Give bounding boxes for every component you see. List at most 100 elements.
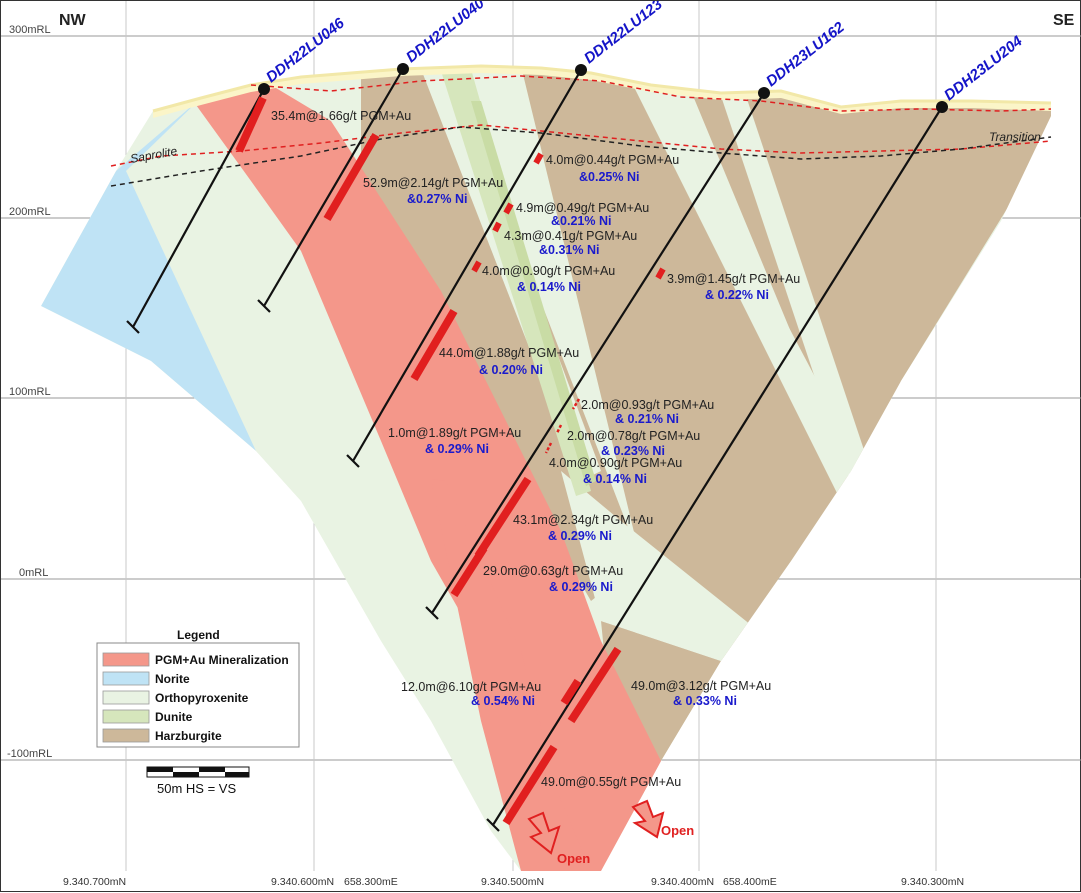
elev-label-0: 0mRL [19,567,48,579]
intercept-bars [235,96,622,826]
se-label: SE [1053,12,1075,29]
intercept-main: 4.9m@0.49g/t PGM+Au [516,201,649,215]
collar-162 [758,87,770,99]
coord-label: 658.300mE [344,876,398,888]
coord-label: 658.400mE [723,876,777,888]
collar-204 [936,101,948,113]
open-arrow-right [631,799,665,839]
intercept-main: 49.0m@0.55g/t PGM+Au [541,775,681,789]
intercept-bar-040 [323,132,380,222]
legend-swatch-orthopyroxenite [102,690,150,705]
intercept-ni: &0.27% Ni [407,192,467,206]
intercept-bar-204a [567,646,622,724]
hole-name-204: DDH23LU204 [941,32,1026,104]
drillhole-trace-204 [492,106,943,826]
intercept-ni: & 0.21% Ni [615,412,679,426]
coordinate-labels: 9.340.700mN 9.340.600mN 658.300mE 9.340.… [63,876,964,888]
intercept-labels: 35.4m@1.66g/t PGM+Au 52.9m@2.14g/t PGM+A… [271,109,800,789]
coord-label: 9.340.400mN [651,876,714,888]
intercept-ni: & 0.29% Ni [548,529,612,543]
harzburgite-band-2 [521,66,861,661]
legend-swatch-dunite [102,709,150,724]
intercept-ni: &0.25% Ni [579,170,639,184]
intercept-main: 43.1m@2.34g/t PGM+Au [513,513,653,527]
pgm-mineralization-zone [191,85,671,871]
intercept-ni: & 0.23% Ni [601,444,665,458]
intercept-main: 44.0m@1.88g/t PGM+Au [439,346,579,360]
intercept-ni: & 0.14% Ni [517,280,581,294]
intercept-bar-123 [410,308,458,382]
intercept-main: 4.0m@0.44g/t PGM+Au [546,153,679,167]
intercept-ni: & 0.20% Ni [479,363,543,377]
legend-label: Harzburgite [155,729,222,743]
intercept-bar-046 [235,96,267,153]
legend-label: Dunite [155,710,193,724]
intercept-bar-204b [502,744,558,826]
legend-label: Norite [155,672,190,686]
elev-label-m100: -100mRL [7,748,52,760]
intercept-main: 35.4m@1.66g/t PGM+Au [271,109,411,123]
elevation-labels: 300mRL 200mRL 100mRL 0mRL -100mRL [7,24,52,760]
hole-name-162: DDH23LU162 [763,18,848,90]
legend-swatch-norite [102,671,150,686]
intercept-ni: & 0.14% Ni [583,472,647,486]
intercept-ni: & 0.29% Ni [425,442,489,456]
open-label-right: Open [661,823,694,838]
legend-swatch-harzburgite [102,728,150,743]
intercept-main: 2.0m@0.78g/t PGM+Au [567,429,700,443]
intercept-ni: & 0.22% Ni [705,288,769,302]
intercept-main: 2.0m@0.93g/t PGM+Au [581,398,714,412]
intercept-bar-162b [450,545,488,598]
coord-label: 9.340.600mN [271,876,334,888]
intercept-ni: &0.31% Ni [539,243,599,257]
intercept-main: 52.9m@2.14g/t PGM+Au [363,176,503,190]
coord-label: 9.340.700mN [63,876,126,888]
small-intercepts [471,152,666,280]
intercept-bar-162a [474,476,532,559]
legend-label: Orthopyroxenite [155,691,249,705]
collar-040 [397,63,409,75]
intercept-ni: & 0.29% Ni [549,580,613,594]
open-arrows [527,799,665,855]
upper-dashed-line [250,75,1052,112]
intercept-ni: & 0.54% Ni [471,694,535,708]
intercept-ni: & 0.33% Ni [673,694,737,708]
drillhole-trace-162 [431,92,765,614]
nw-label: NW [59,12,87,29]
open-arrow-left [527,811,561,855]
scale-bar: 50m HS = VS [146,766,250,796]
minor-intercepts [544,398,581,454]
harzburgite-band-3 [691,91,1051,501]
transition-line [110,126,1052,187]
open-label-left: Open [557,851,590,866]
intercept-main: 29.0m@0.63g/t PGM+Au [483,564,623,578]
collars [258,63,948,113]
intercept-main: 4.0m@0.90g/t PGM+Au [549,456,682,470]
surface-soil [153,66,1051,118]
intercept-main: 1.0m@1.89g/t PGM+Au [388,426,521,440]
hole-name-123: DDH22LU123 [581,1,666,67]
saprolite-line [110,124,1052,167]
elev-label-100: 100mRL [9,386,51,398]
drillhole-trace-046 [132,88,265,328]
intercept-main: 4.3m@0.41g/t PGM+Au [504,229,637,243]
drillhole-trace-123 [352,69,582,462]
coord-label: 9.340.300mN [901,876,964,888]
hole-name-040: DDH22LU040 [403,1,488,66]
intercept-main: 12.0m@6.10g/t PGM+Au [401,680,541,694]
intercept-main: 3.9m@1.45g/t PGM+Au [667,272,800,286]
coord-label: 9.340.500mN [481,876,544,888]
elev-label-300: 300mRL [9,24,51,36]
dunite-unit [441,69,591,496]
drillholes [126,68,943,832]
scale-label: 50m HS = VS [157,781,236,796]
legend-swatch-pgm [102,652,150,667]
legend-label: PGM+Au Mineralization [155,653,289,667]
intercept-bar-204c [560,678,582,706]
legend-title: Legend [177,628,220,642]
elev-label-200: 200mRL [9,206,51,218]
collar-046 [258,83,270,95]
legend: Legend PGM+Au Mineralization Norite Orth… [96,628,300,748]
